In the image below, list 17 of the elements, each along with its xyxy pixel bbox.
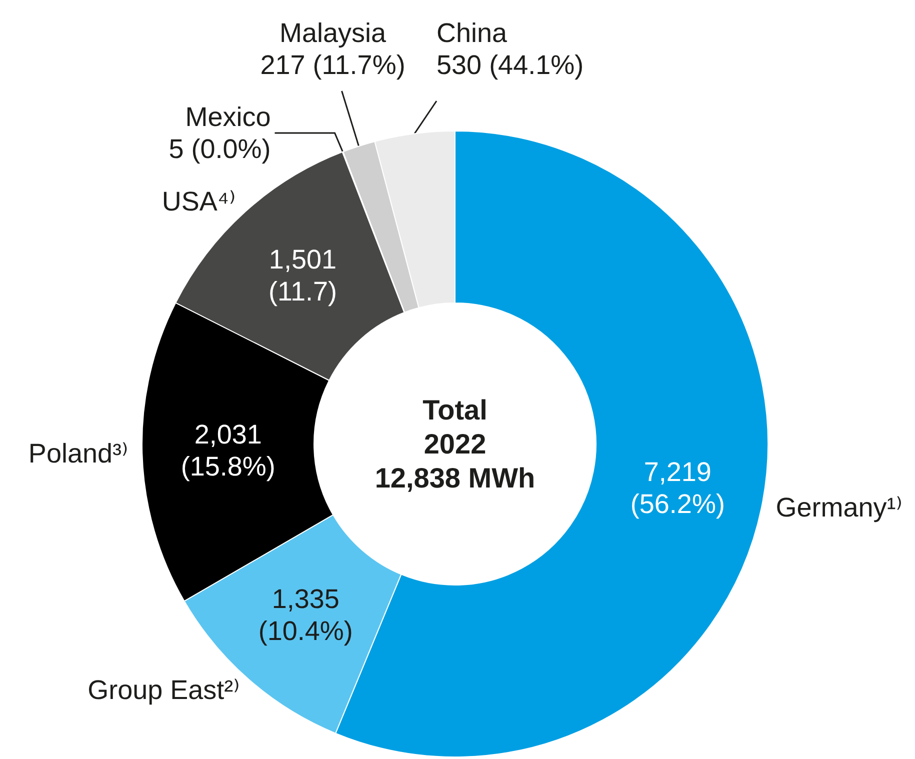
data-label: 530 (44.1%): [436, 50, 584, 80]
slice-label: Mexico: [185, 102, 271, 132]
text: 2022: [424, 428, 486, 460]
slice-label: Poland³⁾: [28, 438, 128, 468]
data-label: 1,501 (11.7): [268, 244, 337, 307]
slice-label: Malaysia: [280, 18, 388, 48]
data-label: 2,031 (15.8%): [180, 420, 276, 482]
data-label: 5 (0.0%): [168, 134, 271, 164]
text: Total: [422, 394, 488, 426]
slice-label: Group East²⁾: [88, 675, 240, 706]
slice-label: USA⁴⁾: [162, 186, 236, 216]
text: 12,838 MWh: [374, 462, 536, 494]
data-label: 1,335 (10.4%): [258, 584, 353, 646]
slice-label: China: [436, 18, 508, 48]
data-label: 7,219 (56.2%): [630, 457, 725, 520]
data-label: 217 (11.7%): [260, 50, 406, 80]
slice-label: Germany¹⁾: [776, 492, 902, 523]
